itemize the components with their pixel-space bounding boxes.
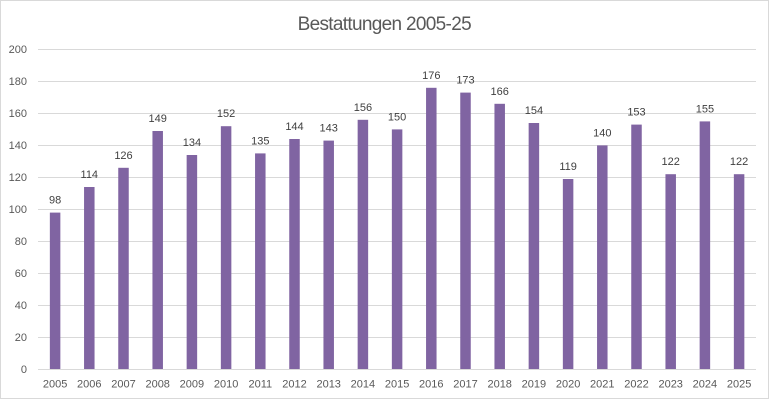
svg-text:150: 150 — [388, 111, 406, 123]
svg-text:2008: 2008 — [145, 378, 169, 390]
svg-text:2010: 2010 — [214, 378, 238, 390]
svg-text:60: 60 — [15, 268, 27, 280]
svg-text:2025: 2025 — [727, 378, 751, 390]
svg-text:98: 98 — [49, 195, 61, 207]
svg-text:2022: 2022 — [624, 378, 648, 390]
svg-text:154: 154 — [525, 105, 543, 117]
svg-text:135: 135 — [251, 135, 269, 147]
svg-text:143: 143 — [320, 123, 338, 135]
svg-text:Bestattungen 2005-25: Bestattungen 2005-25 — [298, 14, 471, 35]
svg-text:180: 180 — [9, 76, 27, 88]
svg-text:200: 200 — [9, 44, 27, 56]
svg-text:176: 176 — [422, 70, 440, 82]
svg-text:140: 140 — [593, 127, 611, 139]
svg-text:173: 173 — [456, 75, 474, 87]
svg-text:2014: 2014 — [351, 378, 375, 390]
svg-text:2009: 2009 — [180, 378, 204, 390]
svg-text:2021: 2021 — [590, 378, 614, 390]
svg-text:166: 166 — [491, 86, 509, 98]
svg-text:122: 122 — [662, 156, 680, 168]
svg-text:100: 100 — [9, 204, 27, 216]
svg-text:153: 153 — [627, 107, 645, 119]
svg-text:126: 126 — [114, 150, 132, 162]
svg-text:149: 149 — [149, 113, 167, 125]
svg-text:0: 0 — [21, 364, 27, 376]
svg-text:2024: 2024 — [693, 378, 717, 390]
svg-text:80: 80 — [15, 236, 27, 248]
svg-text:2013: 2013 — [316, 378, 340, 390]
svg-text:2007: 2007 — [111, 378, 135, 390]
svg-text:2005: 2005 — [43, 378, 67, 390]
svg-text:40: 40 — [15, 300, 27, 312]
svg-text:156: 156 — [354, 102, 372, 114]
svg-text:134: 134 — [183, 137, 201, 149]
svg-text:152: 152 — [217, 108, 235, 120]
svg-text:20: 20 — [15, 332, 27, 344]
svg-text:120: 120 — [9, 172, 27, 184]
svg-text:2018: 2018 — [487, 378, 511, 390]
svg-text:122: 122 — [730, 156, 748, 168]
svg-text:160: 160 — [9, 108, 27, 120]
svg-text:2020: 2020 — [556, 378, 580, 390]
svg-text:2016: 2016 — [419, 378, 443, 390]
svg-text:2012: 2012 — [282, 378, 306, 390]
svg-text:2011: 2011 — [248, 378, 272, 390]
svg-text:119: 119 — [559, 161, 577, 173]
svg-text:140: 140 — [9, 140, 27, 152]
svg-text:2015: 2015 — [385, 378, 409, 390]
svg-text:2023: 2023 — [658, 378, 682, 390]
svg-text:114: 114 — [81, 169, 99, 181]
svg-text:2006: 2006 — [77, 378, 101, 390]
svg-text:2019: 2019 — [522, 378, 546, 390]
svg-text:155: 155 — [696, 103, 714, 115]
svg-text:144: 144 — [285, 121, 303, 133]
svg-text:2017: 2017 — [453, 378, 477, 390]
